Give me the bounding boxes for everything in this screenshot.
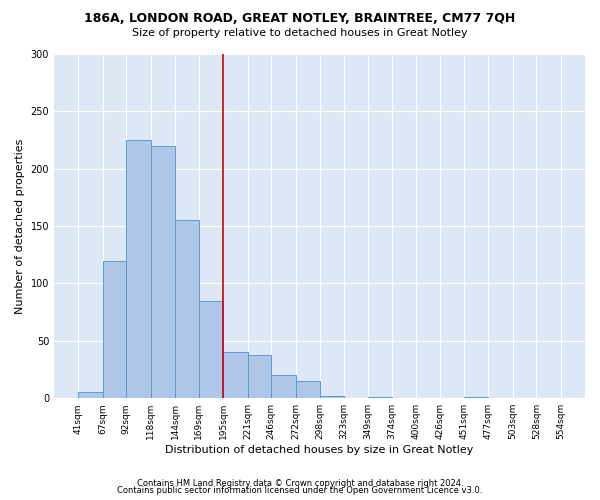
X-axis label: Distribution of detached houses by size in Great Notley: Distribution of detached houses by size … <box>166 445 474 455</box>
Text: 186A LONDON ROAD: 183sqm
← 86% of detached houses are smaller (777)
13% of semi-: 186A LONDON ROAD: 183sqm ← 86% of detach… <box>0 499 1 500</box>
Text: Size of property relative to detached houses in Great Notley: Size of property relative to detached ho… <box>132 28 468 38</box>
Bar <box>103 260 126 398</box>
Bar <box>151 146 175 398</box>
Y-axis label: Number of detached properties: Number of detached properties <box>15 138 25 314</box>
Bar <box>175 220 199 398</box>
Bar <box>320 396 344 398</box>
Text: 186A, LONDON ROAD, GREAT NOTLEY, BRAINTREE, CM77 7QH: 186A, LONDON ROAD, GREAT NOTLEY, BRAINTR… <box>85 12 515 26</box>
Bar <box>126 140 151 398</box>
Bar <box>271 376 296 398</box>
Text: Contains HM Land Registry data © Crown copyright and database right 2024.: Contains HM Land Registry data © Crown c… <box>137 478 463 488</box>
Bar <box>78 392 103 398</box>
Bar <box>223 352 248 398</box>
Text: Contains public sector information licensed under the Open Government Licence v3: Contains public sector information licen… <box>118 486 482 495</box>
Bar <box>368 397 392 398</box>
Bar <box>464 397 488 398</box>
Bar <box>199 300 223 398</box>
Bar <box>248 354 271 398</box>
Bar <box>296 381 320 398</box>
